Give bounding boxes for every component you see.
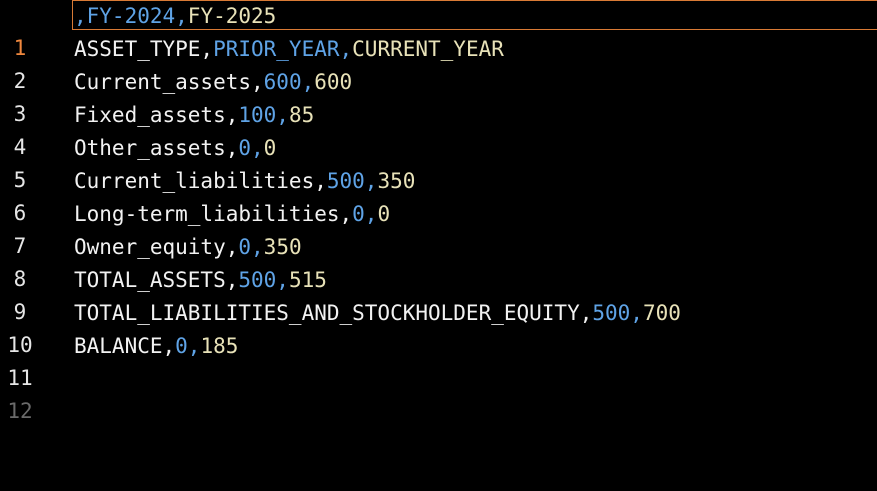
csv-cell-col-3: 0 bbox=[377, 202, 391, 226]
editor-line[interactable]: 11 BALANCE,0,185 bbox=[0, 330, 877, 390]
editor-line[interactable]: 3 Current_assets,600,600 bbox=[0, 66, 877, 126]
csv-cell-col-1: Current_liabilities, bbox=[74, 169, 327, 193]
cursor-line-highlight bbox=[72, 0, 877, 30]
editor-line[interactable]: 12 bbox=[0, 363, 877, 423]
csv-cell-col-2: 100, bbox=[238, 103, 289, 127]
editor-line[interactable]: 9 TOTAL_ASSETS,500,515 bbox=[0, 264, 877, 324]
line-number: 7 bbox=[13, 234, 27, 258]
line-text[interactable]: Long-term_liabilities,0,0 bbox=[74, 198, 390, 230]
csv-cell-col-1: Fixed_assets, bbox=[74, 103, 239, 127]
line-number: 5 bbox=[13, 168, 27, 192]
csv-cell-col-1: ASSET_TYPE, bbox=[74, 37, 214, 61]
line-number: 2 bbox=[13, 69, 27, 93]
editor-line[interactable]: 1 ,FY-2024,FY-2025 bbox=[0, 0, 877, 60]
csv-cell-col-1: TOTAL_ASSETS, bbox=[74, 268, 239, 292]
line-text[interactable]: TOTAL_LIABILITIES_AND_STOCKHOLDER_EQUITY… bbox=[74, 297, 681, 329]
csv-cell-col-3: 515 bbox=[288, 268, 327, 292]
csv-cell-col-1: Long-term_liabilities, bbox=[74, 202, 353, 226]
csv-cell-col-1: Owner_equity, bbox=[74, 235, 239, 259]
line-number: 12 bbox=[7, 399, 33, 423]
line-text[interactable]: Fixed_assets,100,85 bbox=[74, 99, 314, 131]
csv-cell-col-3: 700 bbox=[642, 301, 681, 325]
csv-cell-col-2: 500, bbox=[326, 169, 378, 193]
csv-cell-col-3: 350 bbox=[263, 235, 302, 259]
line-text[interactable]: Current_assets,600,600 bbox=[74, 66, 352, 98]
csv-cell-col-2: 0, bbox=[238, 235, 264, 259]
csv-cell-col-3: 185 bbox=[200, 334, 239, 358]
line-text[interactable]: BALANCE,0,185 bbox=[74, 330, 238, 362]
csv-cell-col-3: 350 bbox=[377, 169, 416, 193]
line-number: 9 bbox=[13, 300, 27, 324]
csv-cell-col-2: 600, bbox=[263, 70, 315, 94]
csv-cell-col-3: CURRENT_YEAR bbox=[352, 37, 504, 61]
line-text[interactable]: Owner_equity,0,350 bbox=[74, 231, 302, 263]
csv-cell-col-2: 500, bbox=[238, 268, 289, 292]
line-text[interactable]: Current_liabilities,500,350 bbox=[74, 165, 415, 197]
csv-cell-col-3: FY-2025 bbox=[187, 4, 277, 28]
csv-cell-col-2: 0, bbox=[175, 334, 201, 358]
csv-cell-col-2: 0, bbox=[238, 136, 264, 160]
csv-cell-col-1: Current_assets, bbox=[74, 70, 264, 94]
editor-line[interactable]: 10 TOTAL_LIABILITIES_AND_STOCKHOLDER_EQU… bbox=[0, 297, 877, 357]
editor-line[interactable]: 8 Owner_equity,0,350 bbox=[0, 231, 877, 291]
csv-cell-col-2: 0, bbox=[352, 202, 378, 226]
csv-cell-col-1: Other_assets, bbox=[74, 136, 239, 160]
line-text[interactable]: ,FY-2024,FY-2025 bbox=[74, 0, 276, 32]
line-number: 4 bbox=[13, 135, 27, 159]
editor-line[interactable]: 5 Other_assets,0,0 bbox=[0, 132, 877, 192]
csv-cell-col-3: 0 bbox=[263, 136, 277, 160]
csv-cell-col-3: 600 bbox=[314, 70, 353, 94]
line-text[interactable]: Other_assets,0,0 bbox=[74, 132, 276, 164]
line-text[interactable]: ASSET_TYPE,PRIOR_YEAR,CURRENT_YEAR bbox=[74, 33, 504, 65]
line-number: 11 bbox=[7, 366, 33, 390]
line-number: 10 bbox=[7, 333, 33, 357]
csv-cell-col-1: BALANCE, bbox=[74, 334, 176, 358]
editor-line[interactable]: 2 ASSET_TYPE,PRIOR_YEAR,CURRENT_YEAR bbox=[0, 33, 877, 93]
csv-cell-col-2: 500, bbox=[592, 301, 643, 325]
csv-editor[interactable]: 1 ,FY-2024,FY-2025 2 ASSET_TYPE,PRIOR_YE… bbox=[0, 0, 877, 443]
editor-line[interactable]: 7 Long-term_liabilities,0,0 bbox=[0, 198, 877, 258]
line-number: 3 bbox=[13, 102, 27, 126]
editor-line[interactable]: 4 Fixed_assets,100,85 bbox=[0, 99, 877, 159]
line-text[interactable]: TOTAL_ASSETS,500,515 bbox=[74, 264, 327, 296]
line-number: 6 bbox=[13, 201, 27, 225]
editor-line[interactable]: 6 Current_liabilities,500,350 bbox=[0, 165, 877, 225]
csv-cell-col-3: 85 bbox=[288, 103, 315, 127]
csv-cell-col-2: ,FY-2024, bbox=[74, 4, 188, 28]
line-number: 1 bbox=[13, 36, 27, 60]
csv-cell-col-1: TOTAL_LIABILITIES_AND_STOCKHOLDER_EQUITY… bbox=[74, 301, 593, 325]
line-number: 8 bbox=[13, 267, 27, 291]
csv-cell-col-2: PRIOR_YEAR, bbox=[213, 37, 353, 61]
